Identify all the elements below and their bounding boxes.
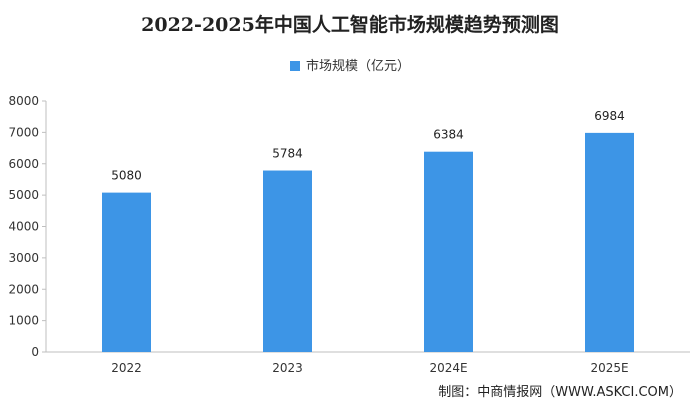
chart-title: 2022-2025年中国人工智能市场规模趋势预测图 [141, 14, 559, 36]
y-tick-label: 0 [31, 345, 39, 359]
bar [263, 170, 312, 352]
x-tick-label: 2023 [272, 361, 303, 375]
bar [424, 151, 473, 352]
y-tick-label: 3000 [8, 251, 39, 265]
chart-legend: 市场规模（亿元） [0, 55, 700, 74]
y-tick-label: 8000 [8, 94, 39, 108]
y-tick-label: 6000 [8, 157, 39, 171]
bar [585, 132, 634, 352]
y-tick-label: 1000 [8, 314, 39, 328]
x-tick-label: 2024E [429, 361, 467, 375]
y-tick-label: 4000 [8, 220, 39, 234]
y-tick-label: 7000 [8, 125, 39, 139]
y-tick-label: 2000 [8, 282, 39, 296]
data-label: 6384 [433, 128, 464, 142]
data-label: 6984 [594, 109, 625, 123]
x-tick-label: 2022 [111, 361, 142, 375]
data-label: 5080 [111, 169, 142, 183]
bar [102, 192, 151, 352]
y-tick-label: 5000 [8, 188, 39, 202]
legend-label: 市场规模（亿元） [305, 59, 410, 74]
data-label: 5784 [272, 147, 303, 161]
source-credit: 制图：中商情报网（WWW.ASKCI.COM） [438, 385, 682, 400]
legend-swatch [289, 61, 300, 71]
x-tick-label: 2025E [590, 361, 628, 375]
